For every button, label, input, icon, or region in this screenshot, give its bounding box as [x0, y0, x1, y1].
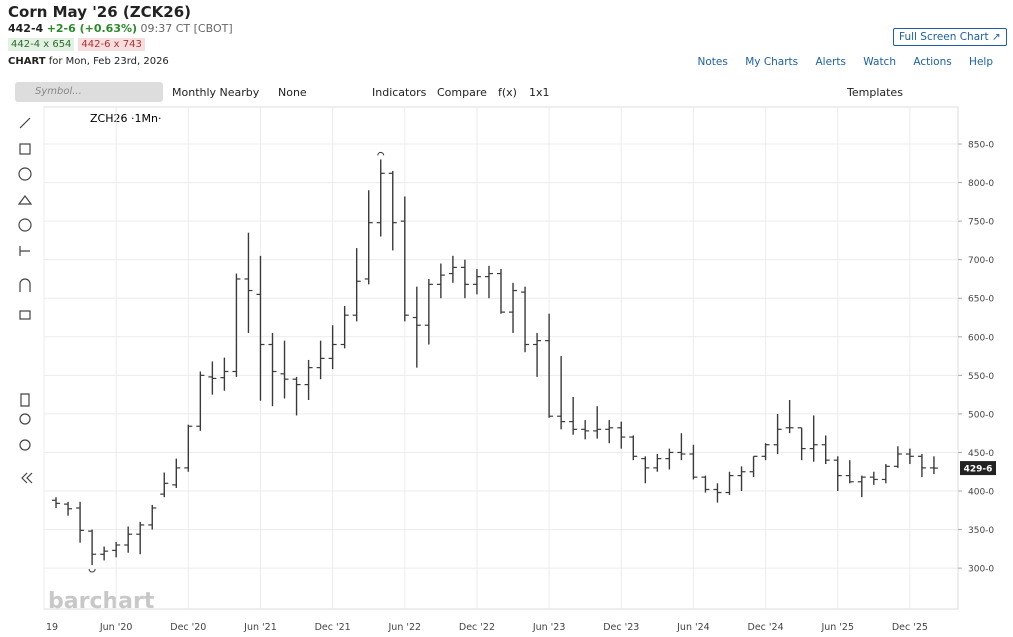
x-tick-label: Dec '21: [315, 622, 351, 633]
x-tick-label: Dec '20: [170, 622, 206, 633]
symbol-search[interactable]: Symbol...: [15, 82, 163, 102]
actions-link[interactable]: Actions: [913, 56, 952, 68]
title: Corn May '26 (ZCK26): [8, 3, 191, 21]
tool-zoom-out[interactable]: [19, 439, 31, 451]
x-tick-label: Jun '23: [532, 622, 566, 633]
x-tick-label: Jun '25: [820, 622, 854, 633]
change: +2-6 (+0.63%): [46, 22, 138, 35]
tool-delete[interactable]: [20, 393, 30, 407]
tool-fib[interactable]: [19, 143, 31, 155]
x-tick-label: Jun '20: [99, 622, 133, 633]
bid: 442-4 x 654: [8, 38, 75, 51]
last-price-label: 429-6: [964, 465, 993, 475]
compare[interactable]: Compare: [437, 86, 487, 99]
low-marker: [88, 568, 96, 573]
last-price-box: [960, 461, 996, 476]
tool-line[interactable]: [19, 117, 31, 129]
chart-word: CHART: [8, 56, 46, 67]
y-tick-label: 650-0: [968, 295, 994, 305]
chart: ZCH26 ·1Mn· barchart 300-0 350-0 400-0 450-…: [17, 106, 996, 633]
y-tick-label: 400-0: [968, 488, 994, 498]
x-tick-label: Dec '22: [459, 622, 495, 633]
tool-lock[interactable]: [19, 310, 31, 320]
y-tick-label: 550-0: [968, 372, 994, 382]
x-tick-label: 19: [46, 622, 58, 633]
links: Notes My Charts Alerts Watch Actions Hel…: [684, 56, 993, 68]
help-link[interactable]: Help: [969, 56, 993, 68]
y-tick-label: 450-0: [968, 449, 994, 459]
y-tick-label: 800-0: [968, 179, 994, 189]
bid-ask: 442-4 x 654 442-6 x 743: [8, 38, 145, 51]
watch-link[interactable]: Watch: [863, 56, 896, 68]
date: for Mon, Feb 23rd, 2026: [48, 56, 169, 67]
fx[interactable]: f(x): [498, 86, 517, 99]
high-marker: [377, 152, 385, 156]
chart-date: CHART for Mon, Feb 23rd, 2026: [8, 56, 169, 67]
y-tick-label: 300-0: [968, 565, 994, 575]
tool-number[interactable]: [18, 218, 32, 232]
y-tick-label: 350-0: [968, 526, 994, 536]
watermark: barchart: [48, 589, 155, 614]
x-tick-label: Jun '24: [676, 622, 710, 633]
indicators[interactable]: Indicators: [372, 86, 427, 99]
y-tick-label: 850-0: [968, 141, 994, 151]
my-charts-link[interactable]: My Charts: [745, 56, 799, 68]
x-tick-label: Dec '23: [603, 622, 639, 633]
ask: 442-6 x 743: [78, 38, 145, 51]
toolbar: Symbol... Monthly Nearby None Indicators…: [0, 80, 1013, 104]
period-menu[interactable]: Monthly Nearby: [172, 86, 260, 99]
notes-link[interactable]: Notes: [697, 56, 728, 68]
y-tick-label: 500-0: [968, 410, 994, 420]
tool-measure[interactable]: [19, 246, 30, 256]
tool-shape[interactable]: [18, 167, 32, 181]
y-tick-label: 700-0: [968, 256, 994, 266]
x-tick-label: Jun '21: [243, 622, 277, 633]
price: 442-4: [8, 22, 44, 35]
tool-collapse[interactable]: [21, 472, 33, 484]
left-tools: [17, 117, 33, 484]
y-tick-label: 600-0: [968, 333, 994, 343]
none-menu[interactable]: None: [278, 86, 307, 99]
full-screen-label[interactable]: Full Screen Chart: [899, 31, 989, 43]
x-tick-label: Dec '24: [748, 622, 784, 633]
full-screen-button[interactable]: Full Screen Chart ↗: [893, 28, 1007, 46]
x-tick-label: Jun '22: [388, 622, 422, 633]
tool-arrow[interactable]: [17, 195, 33, 205]
time: 09:37 CT [CBOT]: [140, 22, 233, 35]
alerts-link[interactable]: Alerts: [815, 56, 846, 68]
tool-zoom-in[interactable]: [19, 413, 31, 425]
y-tick-label: 750-0: [968, 218, 994, 228]
x-tick-label: Dec '25: [892, 622, 928, 633]
tool-magnet[interactable]: [19, 278, 31, 292]
templates[interactable]: Templates: [847, 86, 903, 99]
quote: 442-4 +2-6 (+0.63%) 09:37 CT [CBOT]: [8, 22, 233, 35]
layout[interactable]: 1x1: [529, 86, 550, 99]
symbol-legend: ZCH26 ·1Mn·: [90, 112, 161, 125]
